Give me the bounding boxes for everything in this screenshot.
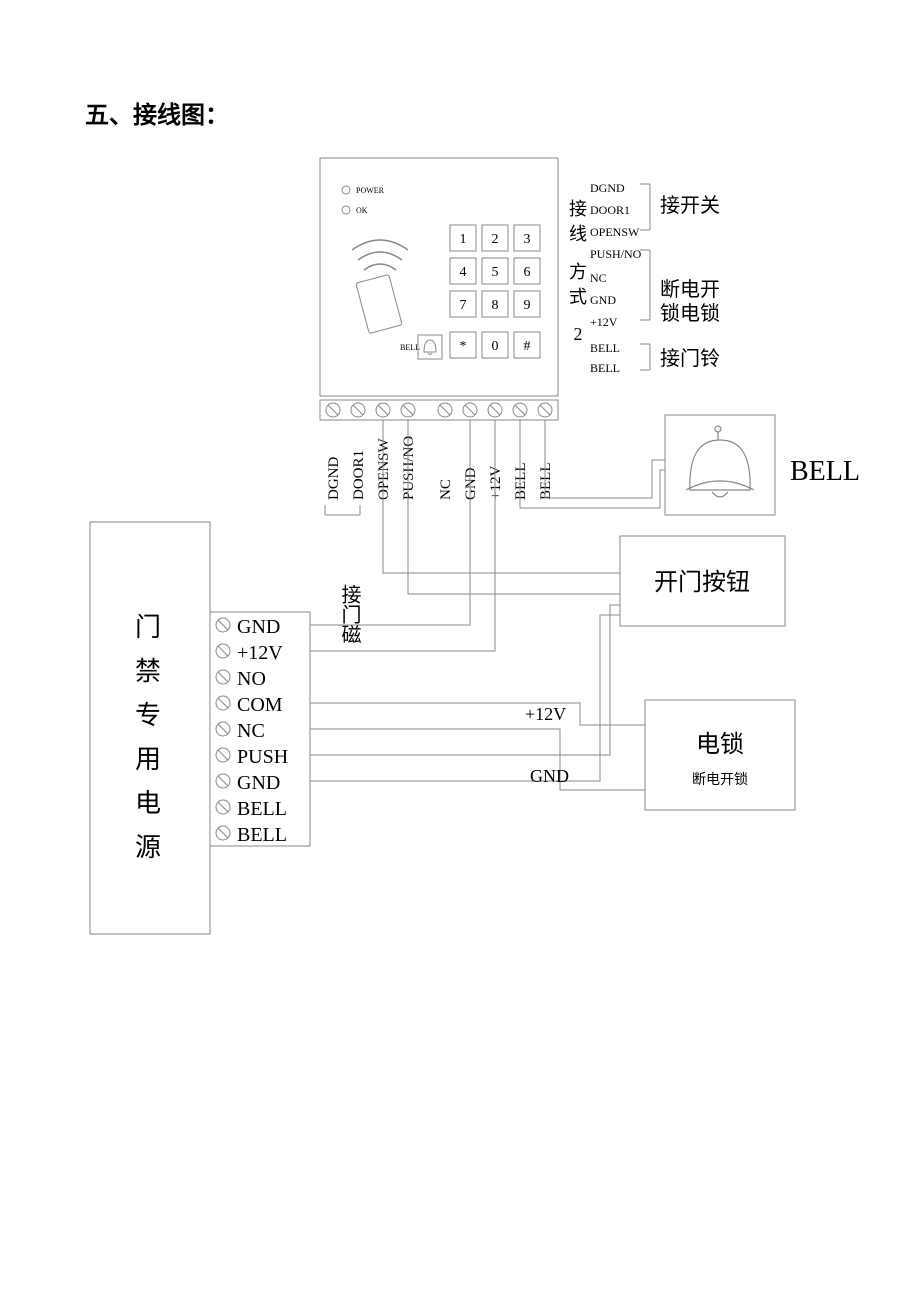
svg-text:9: 9 (524, 298, 531, 313)
svg-text:NC: NC (438, 479, 454, 500)
bell-box: BELL (665, 415, 860, 515)
side-pin-bell2: BELL (590, 361, 620, 375)
card-reader-icon (352, 240, 408, 334)
side-group-lock-1: 断电开 (660, 278, 720, 301)
bell-icon (424, 340, 436, 355)
lock-box: 电锁 断电开锁 (645, 700, 795, 810)
keypad-grid: 1 2 3 4 5 6 7 8 9 * (450, 225, 540, 358)
bell-large-icon (686, 426, 754, 497)
svg-text:5: 5 (492, 265, 499, 280)
svg-text:*: * (460, 339, 467, 354)
svg-text:DOOR1: DOOR1 (351, 450, 367, 500)
svg-text:NO: NO (237, 668, 266, 690)
svg-text:BELL: BELL (237, 824, 287, 846)
svg-text:NC: NC (237, 720, 265, 742)
open-button-box: 开门按钮 (620, 536, 785, 626)
svg-text:电锁: 电锁 (696, 731, 744, 758)
psu-box: 门 禁 专 用 电 源 (90, 522, 210, 934)
side-terminal-list: 接 线 方 式 2 DGND DOOR1 OPENSW PUSH/NO NC G… (569, 181, 720, 375)
wiring-diagram: POWER OK 1 2 3 4 (0, 0, 920, 1307)
svg-text:用: 用 (135, 745, 161, 774)
svg-text:COM: COM (237, 694, 283, 716)
svg-text:式: 式 (569, 287, 587, 307)
svg-text:门: 门 (135, 613, 161, 642)
door-magnet-label: 接门磁 (338, 584, 361, 644)
svg-text:PUSH: PUSH (237, 746, 288, 768)
svg-text:方: 方 (569, 262, 587, 282)
svg-text:3: 3 (524, 232, 531, 247)
side-pin-opensw: OPENSW (590, 225, 640, 239)
svg-text:+12V: +12V (237, 642, 283, 664)
wire-label-gnd: GND (530, 766, 569, 786)
svg-text:0: 0 (492, 339, 499, 354)
svg-text:源: 源 (135, 833, 161, 862)
side-pin-pushno: PUSH/NO (590, 247, 642, 261)
svg-text:GND: GND (237, 616, 280, 638)
side-pin-dgnd: DGND (590, 181, 625, 195)
side-group-switch: 接开关 (660, 194, 720, 217)
svg-text:断电开锁: 断电开锁 (692, 772, 748, 788)
svg-text:专: 专 (135, 701, 161, 730)
panel-bell-label: BELL (400, 343, 420, 352)
side-pin-gnd: GND (590, 293, 616, 307)
svg-text:GND: GND (237, 772, 280, 794)
bottom-terminal-strip: DGND DOOR1 OPENSW PUSH/NO NC GND +12V BE… (320, 400, 558, 644)
svg-text:线: 线 (569, 224, 587, 244)
keypad-panel: POWER OK 1 2 3 4 (320, 158, 558, 396)
svg-text:BELL: BELL (513, 463, 529, 501)
svg-text:6: 6 (524, 265, 531, 280)
side-pin-door1: DOOR1 (590, 203, 630, 217)
svg-text:BELL: BELL (237, 798, 287, 820)
svg-text:禁: 禁 (135, 657, 161, 686)
side-pin-12v: +12V (590, 315, 618, 329)
psu-terminal-strip: GND +12V NO COM NC PUSH GND BELL BELL (210, 612, 310, 846)
svg-text:4: 4 (460, 265, 467, 280)
side-pin-nc: NC (590, 271, 607, 285)
svg-text:+12V: +12V (488, 466, 504, 500)
svg-text:开门按钮: 开门按钮 (654, 569, 750, 596)
svg-text:1: 1 (460, 232, 467, 247)
side-group-lock-2: 锁电锁 (660, 302, 720, 325)
svg-text:BELL: BELL (538, 463, 554, 501)
svg-text:2: 2 (574, 324, 583, 344)
wire-label-12v: +12V (525, 704, 566, 724)
svg-text:GND: GND (463, 467, 479, 500)
power-led-label: POWER (356, 186, 385, 195)
svg-text:7: 7 (460, 298, 467, 313)
side-pin-bell1: BELL (590, 341, 620, 355)
side-group-doorbell: 接门铃 (660, 347, 720, 370)
svg-text:8: 8 (492, 298, 499, 313)
ok-led-label: OK (356, 206, 368, 215)
svg-text:2: 2 (492, 232, 499, 247)
svg-text:OPENSW: OPENSW (376, 437, 392, 500)
svg-text:DGND: DGND (326, 457, 342, 500)
svg-text:接: 接 (569, 199, 587, 219)
svg-text:#: # (524, 339, 531, 354)
bell-box-label: BELL (790, 456, 860, 487)
svg-text:PUSH/NO: PUSH/NO (401, 436, 417, 500)
svg-text:电: 电 (135, 789, 161, 818)
